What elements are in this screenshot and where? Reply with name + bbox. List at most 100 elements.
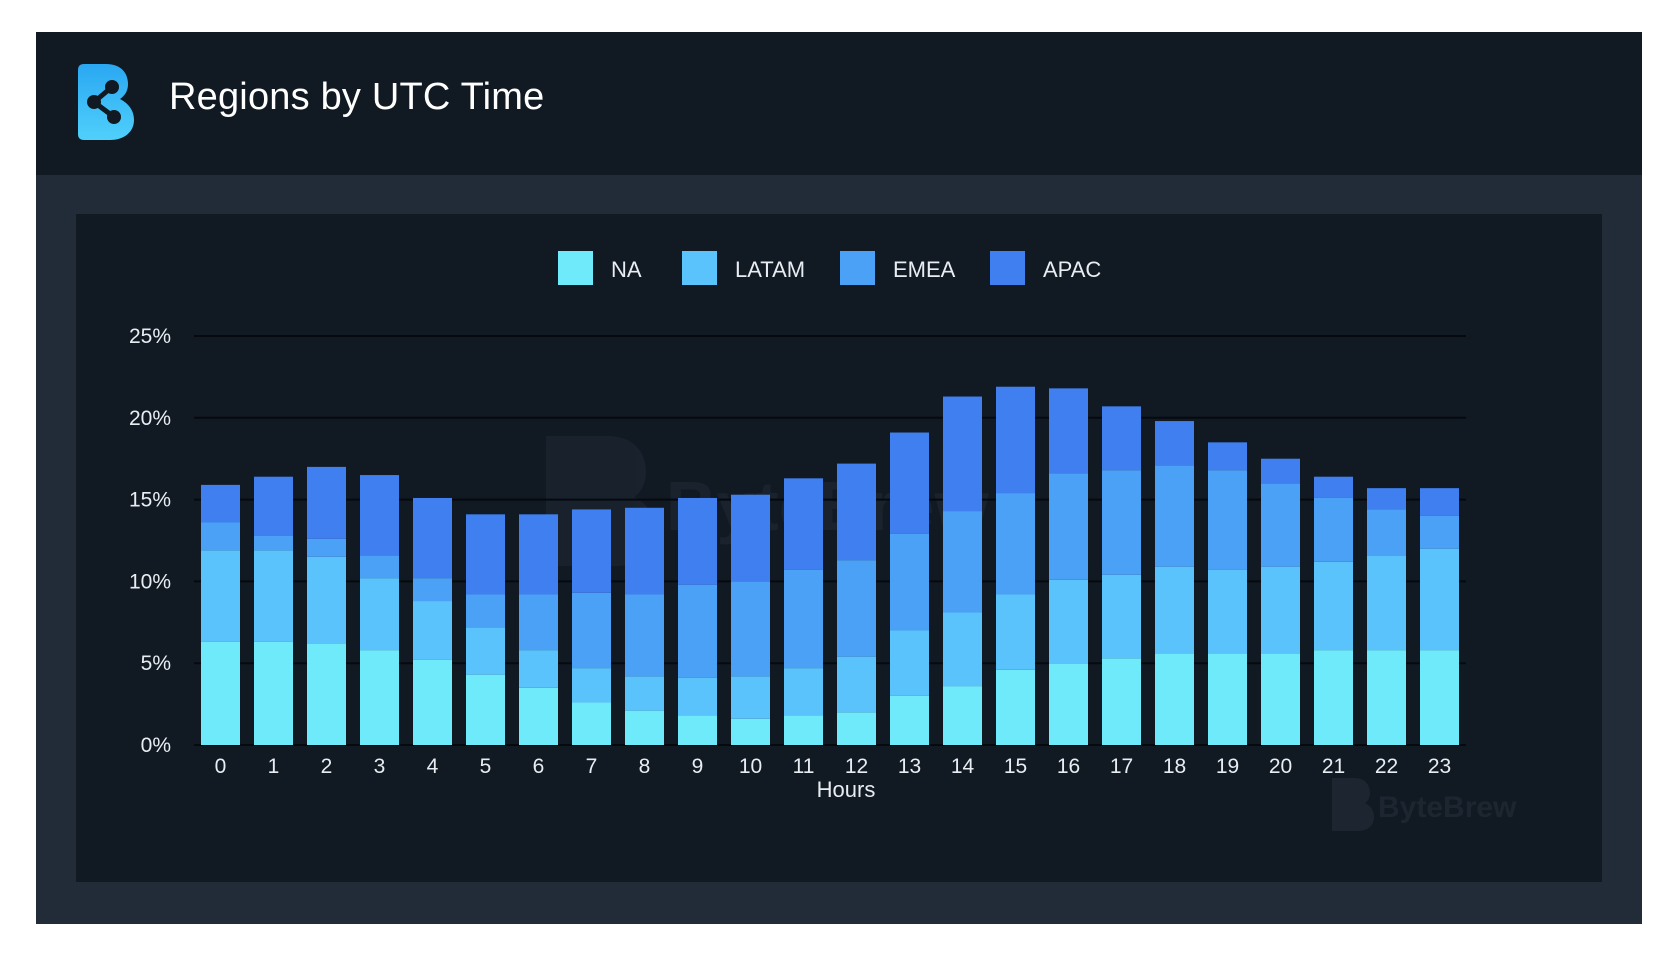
bar-emea-10[interactable] <box>731 581 770 677</box>
bar-na-6[interactable] <box>519 687 558 745</box>
bar-apac-2[interactable] <box>307 466 346 539</box>
bar-apac-9[interactable] <box>678 497 717 585</box>
bar-apac-0[interactable] <box>201 484 240 523</box>
bar-emea-11[interactable] <box>784 569 823 669</box>
bar-apac-4[interactable] <box>413 497 452 579</box>
bar-emea-8[interactable] <box>625 594 664 677</box>
bar-emea-12[interactable] <box>837 560 876 657</box>
bar-emea-15[interactable] <box>996 493 1035 595</box>
bar-apac-23[interactable] <box>1420 488 1459 516</box>
bar-latam-22[interactable] <box>1367 555 1406 651</box>
bar-emea-0[interactable] <box>201 522 240 551</box>
bar-latam-11[interactable] <box>784 668 823 716</box>
bar-na-7[interactable] <box>572 702 611 745</box>
legend-item-apac[interactable]: APAC <box>990 251 1101 285</box>
bar-emea-4[interactable] <box>413 578 452 602</box>
bar-latam-2[interactable] <box>307 556 346 644</box>
bar-na-20[interactable] <box>1261 653 1300 745</box>
bar-na-23[interactable] <box>1420 650 1459 745</box>
bar-na-1[interactable] <box>254 641 293 745</box>
bar-latam-14[interactable] <box>943 612 982 687</box>
bar-latam-8[interactable] <box>625 676 664 711</box>
bar-latam-18[interactable] <box>1155 566 1194 654</box>
bar-emea-23[interactable] <box>1420 515 1459 549</box>
bar-na-22[interactable] <box>1367 650 1406 745</box>
bar-emea-13[interactable] <box>890 533 929 631</box>
bar-apac-1[interactable] <box>254 476 293 536</box>
bar-emea-5[interactable] <box>466 594 505 628</box>
bar-emea-16[interactable] <box>1049 473 1088 580</box>
bar-na-2[interactable] <box>307 643 346 745</box>
bar-apac-22[interactable] <box>1367 488 1406 510</box>
bar-apac-18[interactable] <box>1155 421 1194 466</box>
bar-latam-17[interactable] <box>1102 574 1141 659</box>
bar-na-3[interactable] <box>360 650 399 745</box>
bar-na-17[interactable] <box>1102 658 1141 745</box>
bar-latam-3[interactable] <box>360 578 399 651</box>
legend-item-emea[interactable]: EMEA <box>840 251 956 285</box>
bar-apac-5[interactable] <box>466 514 505 595</box>
bar-apac-15[interactable] <box>996 386 1035 494</box>
bar-na-16[interactable] <box>1049 663 1088 745</box>
bar-emea-3[interactable] <box>360 555 399 579</box>
bar-apac-21[interactable] <box>1314 476 1353 498</box>
bar-na-5[interactable] <box>466 674 505 745</box>
bar-na-15[interactable] <box>996 669 1035 745</box>
bar-apac-6[interactable] <box>519 514 558 595</box>
bar-na-11[interactable] <box>784 715 823 745</box>
bar-apac-19[interactable] <box>1208 442 1247 471</box>
bar-apac-16[interactable] <box>1049 388 1088 474</box>
bar-emea-22[interactable] <box>1367 509 1406 556</box>
bar-emea-18[interactable] <box>1155 465 1194 567</box>
bar-latam-21[interactable] <box>1314 561 1353 651</box>
bar-na-19[interactable] <box>1208 653 1247 745</box>
legend-item-na[interactable]: NA <box>558 251 642 285</box>
bar-latam-23[interactable] <box>1420 548 1459 651</box>
bar-latam-6[interactable] <box>519 650 558 688</box>
bar-emea-2[interactable] <box>307 538 346 557</box>
bar-latam-4[interactable] <box>413 601 452 660</box>
legend-item-latam[interactable]: LATAM <box>682 251 805 285</box>
bar-emea-6[interactable] <box>519 594 558 651</box>
bar-na-14[interactable] <box>943 686 982 745</box>
bar-apac-8[interactable] <box>625 507 664 595</box>
bar-na-8[interactable] <box>625 710 664 745</box>
bar-latam-7[interactable] <box>572 668 611 703</box>
bar-emea-7[interactable] <box>572 592 611 669</box>
bar-latam-5[interactable] <box>466 627 505 675</box>
bar-latam-16[interactable] <box>1049 579 1088 664</box>
bar-emea-17[interactable] <box>1102 470 1141 575</box>
bar-emea-21[interactable] <box>1314 497 1353 562</box>
bar-emea-20[interactable] <box>1261 483 1300 567</box>
bar-emea-19[interactable] <box>1208 470 1247 570</box>
bar-na-0[interactable] <box>201 641 240 745</box>
bar-emea-9[interactable] <box>678 584 717 678</box>
bar-apac-17[interactable] <box>1102 406 1141 471</box>
bar-latam-12[interactable] <box>837 656 876 713</box>
bar-latam-9[interactable] <box>678 677 717 716</box>
bar-na-10[interactable] <box>731 718 770 745</box>
bar-na-21[interactable] <box>1314 650 1353 745</box>
bar-apac-14[interactable] <box>943 396 982 512</box>
bar-latam-19[interactable] <box>1208 569 1247 654</box>
bar-na-9[interactable] <box>678 715 717 745</box>
bar-latam-1[interactable] <box>254 550 293 642</box>
bar-latam-20[interactable] <box>1261 566 1300 654</box>
bar-emea-14[interactable] <box>943 511 982 613</box>
bar-latam-13[interactable] <box>890 630 929 696</box>
bar-na-18[interactable] <box>1155 653 1194 745</box>
bar-latam-15[interactable] <box>996 594 1035 670</box>
bar-na-12[interactable] <box>837 712 876 745</box>
bar-apac-20[interactable] <box>1261 458 1300 484</box>
bar-apac-3[interactable] <box>360 475 399 556</box>
bar-apac-7[interactable] <box>572 509 611 593</box>
bar-apac-12[interactable] <box>837 463 876 561</box>
bar-na-13[interactable] <box>890 695 929 745</box>
bar-latam-10[interactable] <box>731 676 770 719</box>
bar-na-4[interactable] <box>413 659 452 745</box>
bar-apac-11[interactable] <box>784 478 823 570</box>
bar-emea-1[interactable] <box>254 535 293 551</box>
bar-apac-10[interactable] <box>731 494 770 582</box>
bar-latam-0[interactable] <box>201 550 240 642</box>
bar-apac-13[interactable] <box>890 432 929 534</box>
